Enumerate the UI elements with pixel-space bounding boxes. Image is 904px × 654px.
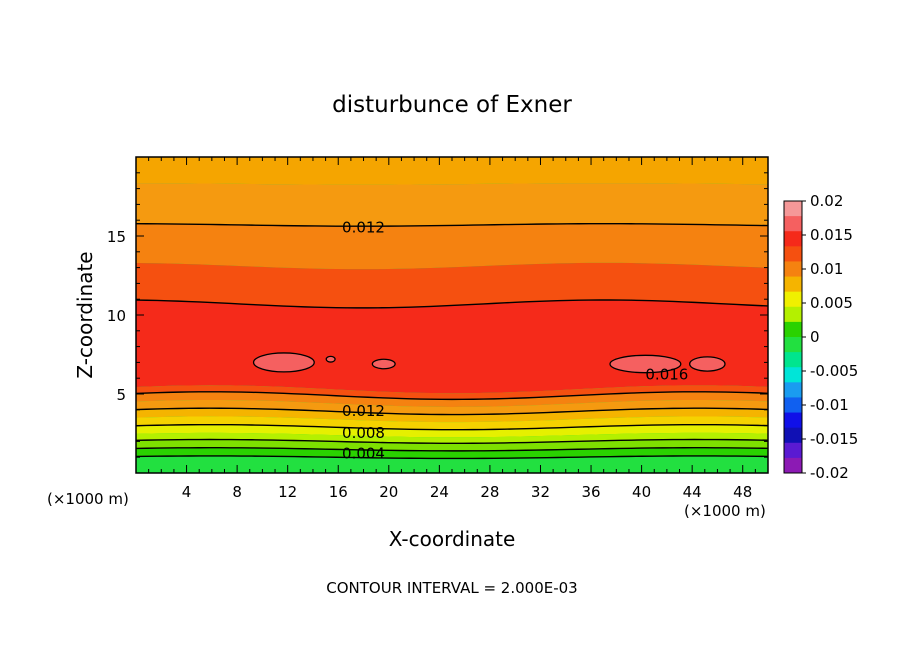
- x-tick-label: 24: [430, 483, 449, 501]
- x-tick-label: 36: [581, 483, 600, 501]
- contour-line: [136, 391, 768, 401]
- colorbar-ticks: 0.02 0.015 0.01 0.005 0 -0.005 -0.01 -0.015 -0.0…: [802, 192, 858, 482]
- x-tick-label: 4: [182, 483, 192, 501]
- contour-line: [136, 407, 768, 416]
- contour-band: [136, 416, 768, 430]
- contour-band: [136, 400, 768, 415]
- contour-line: [136, 222, 768, 227]
- contour-band: [136, 447, 768, 459]
- contour-lines: [136, 222, 768, 460]
- colorbar-tick-label: -0.02: [810, 464, 849, 482]
- chart-title: disturbunce of Exner: [332, 92, 572, 118]
- colorbar-segment: [784, 382, 802, 398]
- y-axis-label: Z-coordinate: [73, 251, 97, 378]
- colorbar-tick-label: 0.01: [810, 260, 843, 278]
- colorbar-segment: [784, 201, 802, 217]
- x-tick-label: 12: [278, 483, 297, 501]
- max-value-cells: [252, 352, 726, 374]
- contour-label: 0.004: [342, 444, 385, 462]
- contour-cell: [371, 358, 396, 370]
- contour-labels: 0.012 0.012 0.008 0.004 0.016: [342, 219, 688, 463]
- colorbar-segment: [784, 457, 802, 474]
- contour-cell: [252, 352, 315, 373]
- contour-label: 0.008: [342, 424, 385, 442]
- x-tick-label: 40: [632, 483, 651, 501]
- colorbar: [783, 200, 803, 474]
- contour-band: [136, 223, 768, 270]
- colorbar-tick-label: -0.005: [810, 362, 858, 380]
- contour-line: [136, 447, 768, 452]
- colorbar-segment: [784, 261, 802, 278]
- contour-label: 0.012: [342, 219, 385, 237]
- colorbar-segment: [784, 306, 802, 323]
- contour-label: 0.012: [342, 402, 385, 420]
- x-tick-label: 16: [329, 483, 348, 501]
- colorbar-segment: [784, 337, 802, 353]
- y-tick-labels: 5 10 15: [107, 228, 126, 404]
- colorbar-segment: [784, 427, 802, 444]
- y-tick-label: 15: [107, 228, 126, 246]
- x-tick-label: 20: [379, 483, 398, 501]
- x-unit-right: (×1000 m): [684, 502, 766, 520]
- contour-cell: [609, 354, 682, 374]
- colorbar-tick-label: -0.015: [810, 430, 858, 448]
- x-tick-label: 44: [683, 483, 702, 501]
- axis-ticks: [136, 157, 768, 473]
- colorbar-segment: [784, 412, 802, 429]
- contour-band: [136, 262, 768, 308]
- colorbar-tick-label: 0.015: [810, 226, 853, 244]
- colorbar-tick-label: -0.01: [810, 396, 849, 414]
- colorbar-segment: [784, 321, 802, 338]
- contour-band: [136, 157, 768, 185]
- contour-band: [136, 183, 768, 227]
- colorbar-tick-label: 0.005: [810, 294, 853, 312]
- contour-line: [136, 438, 768, 444]
- colorbar-segment: [784, 367, 802, 383]
- x-tick-labels: 4 8 12 16 20 24 28 32 36 40 44 48: [182, 483, 752, 501]
- colorbar-tick-label: 0: [810, 328, 820, 346]
- contour-cell: [325, 355, 336, 363]
- contour-line: [136, 455, 768, 460]
- contour-band: [136, 432, 768, 444]
- x-tick-label: 8: [232, 483, 242, 501]
- x-tick-label: 48: [733, 483, 752, 501]
- colorbar-segment: [784, 231, 802, 247]
- colorbar-segment: [784, 397, 802, 414]
- colorbar-tick-label: 0.02: [810, 192, 843, 210]
- colorbar-segment: [784, 246, 802, 262]
- colorbar-segment: [784, 442, 802, 459]
- contour-band: [136, 424, 768, 438]
- contour-line: [136, 423, 768, 431]
- colorbar-segment: [784, 216, 802, 232]
- y-tick-label: 10: [107, 307, 126, 325]
- contour-line: [136, 299, 768, 309]
- x-tick-label: 32: [531, 483, 550, 501]
- contour-band: [136, 385, 768, 400]
- x-unit-left: (×1000 m): [47, 490, 129, 508]
- filled-contour-bands: [136, 157, 768, 473]
- x-axis-label: X-coordinate: [389, 527, 516, 551]
- contour-band: [136, 455, 768, 466]
- y-tick-label: 5: [116, 386, 126, 404]
- contour-interval-note: CONTOUR INTERVAL = 2.000E-03: [326, 579, 577, 597]
- colorbar-segment: [784, 352, 802, 368]
- contour-cell: [688, 356, 726, 372]
- colorbar-segment: [784, 276, 802, 293]
- contour-label: 0.016: [645, 365, 688, 383]
- colorbar-segment: [784, 291, 802, 308]
- x-tick-label: 28: [480, 483, 499, 501]
